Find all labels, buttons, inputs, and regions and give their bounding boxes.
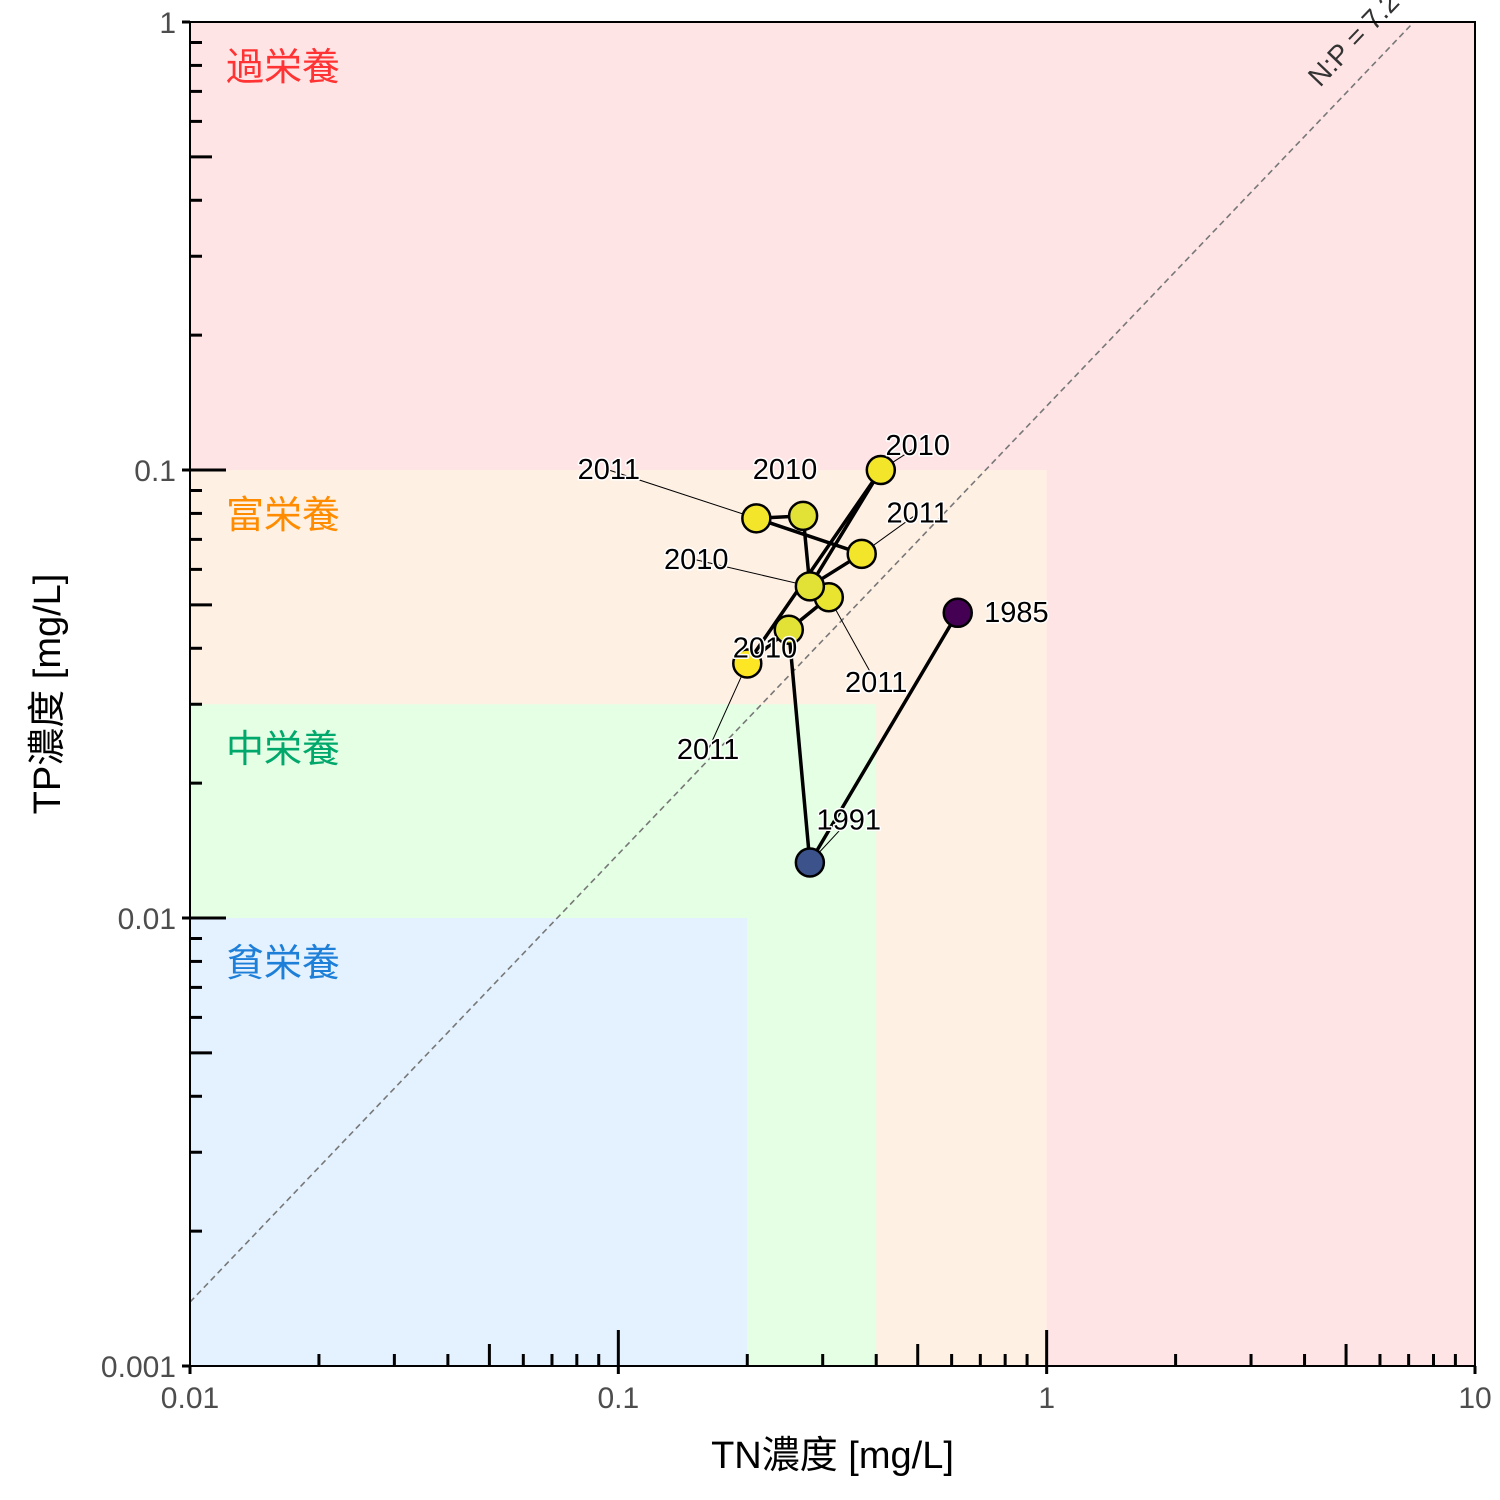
year-label-5: 2011 [887,497,949,529]
y-axis-title: TP濃度 [mg/L] [27,574,69,815]
leader-line-6 [696,559,810,587]
year-label-0: 1985 [984,597,1049,629]
data-point-2 [773,614,805,645]
y-tick-label-2: 0.1 [134,455,176,488]
year-label-9: 2011 [677,734,739,766]
x-axis-ticks [188,1330,1477,1374]
points-layer [732,454,973,878]
zone-3 [190,918,748,1366]
trajectory-segment-6 [754,516,864,556]
x-tick-label-2: 1 [1038,1382,1055,1415]
trajectory-segment-1 [787,627,812,865]
data-point-6 [741,503,772,534]
x-axis-tick-labels: 0.01 0.1 1 10 [161,1382,1492,1415]
year-label-1: 1991 [816,805,881,837]
leader-line-9 [707,663,748,751]
year-label-4: 2011 [578,454,640,486]
year-label-6: 2010 [664,544,729,576]
y-axis-ticks [182,20,226,1368]
zone-label-1: 富栄養 [226,495,340,537]
zones-layer [190,22,1475,1366]
zone-label-0: 過栄養 [226,47,340,89]
x-tick-label-1: 0.1 [597,1382,639,1415]
x-tick-label-0: 0.01 [161,1382,219,1415]
trajectory-segment-0 [808,611,960,865]
x-axis-title: TN濃度 [mg/L] [711,1435,954,1477]
y-axis-tick-labels: 0.001 0.01 0.1 1 [101,7,176,1384]
year-label-3: 2010 [753,454,818,486]
ratio-line [189,21,1415,1303]
year-label-2: 2010 [885,430,950,462]
plot-frame [189,21,1476,1367]
zone-label-2: 中栄養 [226,729,340,771]
data-point-8 [865,454,897,486]
trajectory-segment-9 [745,468,883,666]
leader-line-8 [828,596,877,684]
data-point-9 [732,648,763,679]
y-tick-label-0: 0.001 [101,1351,176,1384]
year-labels-layer: 1985 1991 2010 2010 2011 2011 2010 2010 2011 2011 [576,429,1050,838]
data-point-7 [846,538,877,570]
year-label-7: 2010 [733,632,798,664]
y-tick-label-1: 0.01 [118,903,176,936]
x-tick-label-3: 10 [1458,1382,1491,1415]
zone-label-3: 貧栄養 [226,943,340,985]
y-tick-label-3: 1 [159,7,176,40]
year-label-8: 2011 [845,667,907,699]
leader-line-4 [608,469,757,519]
data-point-5 [787,500,819,532]
data-point-4 [794,571,826,602]
data-point-1 [794,847,826,878]
data-point-0 [942,597,973,629]
